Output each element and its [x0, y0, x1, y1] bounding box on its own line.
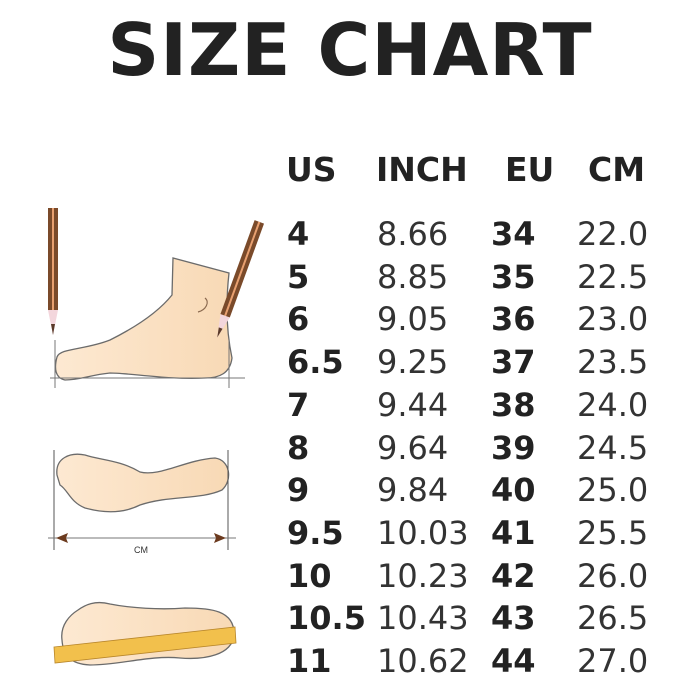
cm-size: 25.0: [577, 471, 649, 510]
inch-size: 9.05: [377, 300, 449, 339]
us-size: 9: [287, 471, 310, 510]
inch-size: 9.84: [377, 471, 449, 510]
cm-size: 24.5: [577, 428, 649, 467]
foot-ruler-icon: [53, 601, 237, 666]
inch-size: 10.62: [377, 642, 469, 680]
eu-size: 40: [491, 471, 536, 510]
inch-size: 8.85: [377, 257, 449, 296]
us-size: 8: [287, 428, 310, 467]
inch-size: 8.66: [377, 215, 449, 253]
cm-size: 22.0: [577, 215, 649, 253]
eu-size: 35: [491, 257, 536, 296]
us-size: 10: [287, 556, 332, 595]
inch-size: 9.64: [377, 428, 449, 467]
inch-size: 9.25: [377, 343, 449, 382]
inch-size: 9.44: [377, 385, 449, 424]
eu-size: 41: [491, 513, 536, 552]
header-us: US: [286, 150, 337, 189]
eu-size: 44: [491, 642, 536, 680]
eu-size: 38: [491, 385, 536, 424]
us-size: 9.5: [287, 513, 344, 552]
cm-size: 23.0: [577, 300, 649, 339]
us-size: 10.5: [287, 599, 366, 638]
eu-size: 36: [491, 300, 536, 339]
us-size: 6.5: [287, 343, 344, 382]
header-cm: CM: [588, 150, 646, 189]
eu-size: 42: [491, 556, 536, 595]
us-size: 11: [287, 642, 332, 680]
header-eu: EU: [505, 150, 555, 189]
us-size: 7: [287, 385, 310, 424]
cm-size: 25.5: [577, 513, 649, 552]
cm-size: 27.0: [577, 642, 649, 680]
cm-size: 26.5: [577, 599, 649, 638]
eu-size: 43: [491, 599, 536, 638]
cm-label: CM: [134, 545, 148, 555]
us-size: 4: [287, 215, 310, 253]
eu-size: 39: [491, 428, 536, 467]
cm-size: 22.5: [577, 257, 649, 296]
inch-size: 10.23: [377, 556, 469, 595]
foot-measurement-illustration: CM: [48, 208, 265, 666]
page-title: SIZE CHART: [107, 8, 593, 92]
side-foot-icon: [50, 257, 245, 388]
us-size: 5: [287, 257, 310, 296]
cm-size: 24.0: [577, 385, 649, 424]
header-inch: INCH: [376, 150, 468, 189]
us-size: 6: [287, 300, 310, 339]
pencil-right-icon: [217, 220, 265, 338]
pencil-left-icon: [48, 208, 58, 335]
cm-size: 26.0: [577, 556, 649, 595]
inch-size: 10.43: [377, 599, 469, 638]
eu-size: 34: [491, 215, 536, 253]
inch-size: 10.03: [377, 513, 469, 552]
eu-size: 37: [491, 343, 536, 382]
foot-sole-icon: CM: [48, 450, 236, 555]
cm-size: 23.5: [577, 343, 649, 382]
